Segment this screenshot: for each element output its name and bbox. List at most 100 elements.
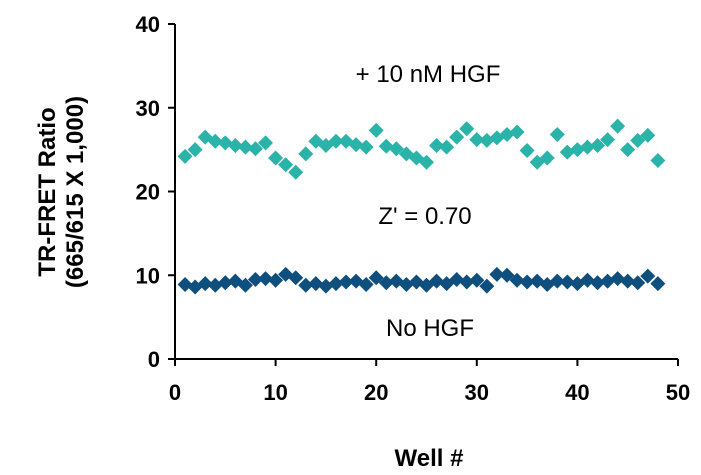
x-tick-label: 0 bbox=[169, 380, 181, 405]
data-point bbox=[429, 273, 445, 289]
data-point bbox=[650, 153, 666, 169]
data-points bbox=[177, 118, 666, 295]
data-point bbox=[579, 272, 595, 288]
y-axis-title-line-2: (665/615 X 1,000) bbox=[62, 96, 89, 288]
data-point bbox=[237, 139, 253, 155]
x-tick-label: 50 bbox=[666, 380, 690, 405]
data-point bbox=[620, 273, 636, 289]
data-point bbox=[479, 278, 495, 294]
x-tick-label: 10 bbox=[263, 380, 287, 405]
data-point bbox=[258, 135, 274, 151]
tick-labels: 0 10 20 30 40 50 0 10 20 30 40 bbox=[136, 12, 691, 405]
data-point bbox=[398, 276, 414, 292]
data-point bbox=[650, 276, 666, 292]
data-point bbox=[419, 154, 434, 170]
series-no-hgf bbox=[177, 266, 666, 295]
series-hgf bbox=[177, 118, 666, 180]
data-point bbox=[509, 272, 525, 288]
data-point bbox=[479, 132, 495, 148]
zprime-annotation: Z' = 0.70 bbox=[378, 203, 471, 230]
data-point bbox=[207, 277, 223, 293]
data-point bbox=[640, 268, 656, 284]
data-point bbox=[197, 276, 213, 292]
data-point bbox=[348, 137, 364, 153]
data-point bbox=[388, 141, 404, 157]
data-point bbox=[449, 271, 465, 287]
data-point bbox=[298, 277, 314, 293]
data-point bbox=[268, 150, 284, 166]
data-point bbox=[600, 273, 616, 289]
y-axis-title: TR-FRET Ratio (665/615 X 1,000) bbox=[34, 96, 89, 288]
data-point bbox=[439, 139, 455, 155]
y-tick-label: 40 bbox=[136, 12, 160, 37]
x-tick-label: 40 bbox=[565, 380, 589, 405]
y-axis-title-line-1: TR-FRET Ratio bbox=[34, 107, 61, 276]
data-point bbox=[620, 142, 636, 158]
data-point bbox=[177, 276, 193, 292]
data-point bbox=[559, 144, 575, 160]
data-point bbox=[539, 150, 555, 166]
data-point bbox=[449, 129, 465, 145]
data-point bbox=[298, 146, 314, 162]
data-point bbox=[459, 274, 475, 290]
data-point bbox=[600, 132, 616, 148]
data-point bbox=[247, 271, 263, 287]
data-point bbox=[459, 121, 475, 137]
y-tick-label: 30 bbox=[136, 96, 160, 121]
data-point bbox=[368, 122, 384, 138]
ticks bbox=[168, 23, 679, 366]
data-point bbox=[549, 273, 565, 289]
data-point bbox=[177, 148, 193, 164]
data-point bbox=[559, 274, 575, 290]
data-point bbox=[590, 137, 606, 153]
data-point bbox=[308, 276, 324, 292]
data-point bbox=[217, 275, 233, 291]
x-tick-label: 30 bbox=[465, 380, 489, 405]
x-axis-title: Well # bbox=[395, 445, 464, 472]
data-point bbox=[579, 139, 595, 155]
data-point bbox=[328, 133, 344, 149]
data-point bbox=[187, 142, 203, 158]
data-point bbox=[499, 127, 515, 143]
data-point bbox=[630, 132, 646, 148]
data-point bbox=[227, 137, 243, 153]
data-point bbox=[368, 270, 384, 286]
data-point bbox=[288, 270, 304, 286]
hgf-annotation: + 10 nM HGF bbox=[356, 61, 501, 88]
data-point bbox=[429, 137, 445, 153]
y-tick-label: 0 bbox=[148, 347, 160, 372]
data-point bbox=[278, 157, 294, 173]
data-point bbox=[549, 127, 565, 143]
data-point bbox=[519, 142, 535, 158]
data-point bbox=[358, 276, 374, 292]
data-point bbox=[489, 266, 505, 282]
data-point bbox=[358, 139, 374, 155]
x-tick-label: 20 bbox=[364, 380, 388, 405]
data-point bbox=[268, 272, 284, 288]
data-point bbox=[610, 271, 626, 287]
data-point bbox=[469, 132, 485, 148]
data-point bbox=[610, 118, 626, 134]
data-point bbox=[509, 124, 525, 140]
data-point bbox=[258, 271, 274, 287]
nohgf-annotation: No HGF bbox=[386, 315, 474, 342]
y-tick-label: 20 bbox=[136, 180, 160, 205]
data-point bbox=[499, 267, 515, 283]
data-point bbox=[247, 141, 263, 157]
data-point bbox=[590, 275, 606, 291]
data-point bbox=[378, 138, 394, 154]
data-point bbox=[288, 164, 304, 180]
data-point bbox=[217, 135, 233, 151]
data-point bbox=[237, 277, 253, 293]
data-point bbox=[640, 127, 656, 143]
data-point bbox=[630, 275, 646, 291]
data-point bbox=[207, 133, 223, 149]
data-point bbox=[569, 142, 585, 158]
data-point bbox=[328, 276, 344, 292]
data-point bbox=[378, 275, 394, 291]
data-point bbox=[469, 272, 485, 288]
data-point bbox=[519, 274, 535, 290]
data-point bbox=[318, 278, 334, 294]
y-tick-label: 10 bbox=[136, 263, 160, 288]
